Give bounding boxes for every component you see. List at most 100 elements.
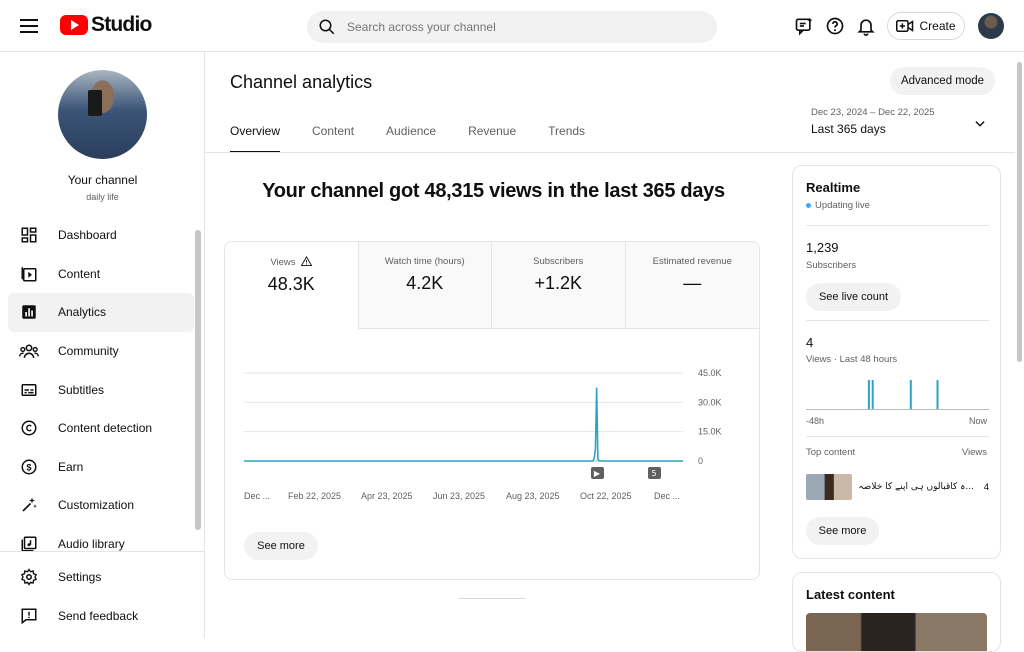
channel-avatar[interactable] xyxy=(58,70,147,159)
metric-estimated-revenue[interactable]: Estimated revenue — xyxy=(625,242,759,329)
realtime-card: Realtime Updating live 1,239 Subscribers… xyxy=(792,165,1001,559)
realtime-bar xyxy=(909,380,912,409)
metric-subscribers[interactable]: Subscribers +1.2K xyxy=(492,242,626,329)
sidebar-item-label: Analytics xyxy=(58,305,107,320)
metric-value: 48.3K xyxy=(267,274,315,294)
metric-label: Estimated revenue xyxy=(652,256,732,267)
realtime-views-label: Views · Last 48 hours xyxy=(806,354,898,365)
subtitles-icon xyxy=(8,381,50,399)
tabs-divider xyxy=(205,152,1015,153)
sidebar-item-dashboard[interactable]: Dashboard xyxy=(8,216,194,255)
sidebar-item-label: Settings xyxy=(58,570,102,585)
sidebar-item-analytics[interactable]: Analytics xyxy=(8,293,194,332)
analytics-icon xyxy=(8,303,50,321)
realtime-bar xyxy=(936,380,939,409)
youtube-logo-icon xyxy=(60,15,88,35)
feedback-icon xyxy=(8,607,50,625)
sidebar-item-content-detection[interactable]: Content detection xyxy=(8,409,194,448)
subscriber-label: Subscribers xyxy=(806,260,857,271)
create-label: Create xyxy=(919,19,956,33)
tab-overview[interactable]: Overview xyxy=(230,124,281,153)
warning-icon xyxy=(298,256,313,268)
sidebar: Your channel daily life Dashboard Conten… xyxy=(0,52,205,638)
y-tick-label: 30.0K xyxy=(698,397,722,407)
sidebar-item-send-feedback[interactable]: Send feedback xyxy=(8,597,205,636)
create-button[interactable]: Create xyxy=(887,12,965,40)
tab-trends[interactable]: Trends xyxy=(548,124,586,138)
y-tick-label: 0 xyxy=(698,456,703,466)
search-icon[interactable] xyxy=(307,11,347,43)
realtime-views-count: 4 xyxy=(806,335,814,350)
sidebar-item-label: Community xyxy=(58,344,119,359)
content-icon xyxy=(8,265,50,283)
video-thumbnail xyxy=(806,474,852,500)
metric-value: +1.2K xyxy=(534,273,583,293)
date-range-label: Last 365 days xyxy=(811,122,886,136)
views-line-chart: 45.0K 30.0K 15.0K 0 ▶ 5 Dec ... Feb 22, 2025 Apr… xyxy=(244,368,722,501)
latest-video-thumbnail[interactable] xyxy=(806,613,987,651)
notifications-bell-icon[interactable] xyxy=(854,14,878,38)
sidebar-item-label: Content xyxy=(58,266,101,281)
help-icon[interactable] xyxy=(823,14,847,38)
subscriber-count: 1,239 xyxy=(806,240,839,255)
sidebar-item-settings[interactable]: Settings xyxy=(8,558,205,597)
latest-content-card: Latest content xyxy=(792,572,1001,652)
sidebar-item-subtitles[interactable]: Subtitles xyxy=(8,370,194,409)
svg-text:$: $ xyxy=(26,462,31,472)
sidebar-item-content[interactable]: Content xyxy=(8,255,194,294)
search-bar[interactable] xyxy=(307,11,717,43)
video-plus-icon xyxy=(896,20,914,32)
dollar-icon: $ xyxy=(8,458,50,476)
x-tick-label: Aug 23, 2025 xyxy=(506,491,560,501)
menu-icon[interactable] xyxy=(18,16,40,36)
audio-library-icon xyxy=(8,535,50,553)
divider xyxy=(806,225,989,226)
x-tick-label: Dec ... xyxy=(244,491,270,501)
advanced-mode-button[interactable]: Advanced mode xyxy=(890,67,995,95)
search-input[interactable] xyxy=(347,20,687,34)
video-marker-label: 5 xyxy=(651,469,656,478)
see-more-button[interactable]: See more xyxy=(244,532,318,560)
sidebar-item-label: Content detection xyxy=(58,421,153,436)
magic-wand-icon xyxy=(8,496,50,514)
realtime-status: Updating live xyxy=(815,200,870,211)
main-content: Channel analytics Advanced mode Dec 23, … xyxy=(205,52,1015,652)
see-live-count-button[interactable]: See live count xyxy=(806,283,901,311)
metric-label: Subscribers xyxy=(533,256,584,267)
axis-start-label: -48h xyxy=(806,416,825,426)
sidebar-nav: Dashboard Content Analytics Community Su… xyxy=(8,216,194,563)
chevron-down-icon xyxy=(973,117,987,136)
views-series-line xyxy=(244,387,683,462)
top-content-row[interactable]: ...ہ کاقبالوں ہی اپنے کا خلاصہ 4 xyxy=(806,474,989,500)
sidebar-item-audio-library[interactable]: Audio library xyxy=(8,525,194,564)
x-tick-label: Apr 23, 2025 xyxy=(361,491,413,501)
video-marker xyxy=(648,467,661,479)
y-tick-label: 45.0K xyxy=(698,368,722,378)
sidebar-item-community[interactable]: Community xyxy=(8,332,194,371)
axis-end-label: Now xyxy=(968,416,987,426)
tab-audience[interactable]: Audience xyxy=(386,124,437,138)
date-range-picker[interactable]: Dec 23, 2024 – Dec 22, 2025 Last 365 day… xyxy=(811,107,991,136)
page-scrollbar[interactable] xyxy=(1015,52,1024,638)
sidebar-item-label: Audio library xyxy=(58,537,125,552)
divider xyxy=(806,436,989,437)
sidebar-item-label: Earn xyxy=(58,459,84,474)
metric-views[interactable]: Views 48.3K xyxy=(225,242,359,329)
realtime-bar xyxy=(871,380,874,409)
top-bar: Studio Create xyxy=(0,0,1024,52)
tab-revenue[interactable]: Revenue xyxy=(468,124,517,138)
feedback-message-icon[interactable] xyxy=(792,14,816,38)
metric-value: 4.2K xyxy=(406,273,444,293)
views-column-label: Views xyxy=(961,447,987,458)
realtime-see-more-button[interactable]: See more xyxy=(806,517,879,545)
studio-logo[interactable]: Studio xyxy=(60,13,152,37)
account-avatar[interactable] xyxy=(978,13,1004,39)
sidebar-item-label: Customization xyxy=(58,498,135,513)
metric-watch-time[interactable]: Watch time (hours) 4.2K xyxy=(358,242,492,329)
divider xyxy=(459,598,525,599)
sidebar-item-customization[interactable]: Customization xyxy=(8,486,194,525)
tab-content[interactable]: Content xyxy=(312,124,355,138)
sidebar-item-earn[interactable]: $ Earn xyxy=(8,448,194,487)
realtime-title: Realtime xyxy=(806,180,861,195)
sidebar-scrollbar[interactable] xyxy=(195,230,201,530)
